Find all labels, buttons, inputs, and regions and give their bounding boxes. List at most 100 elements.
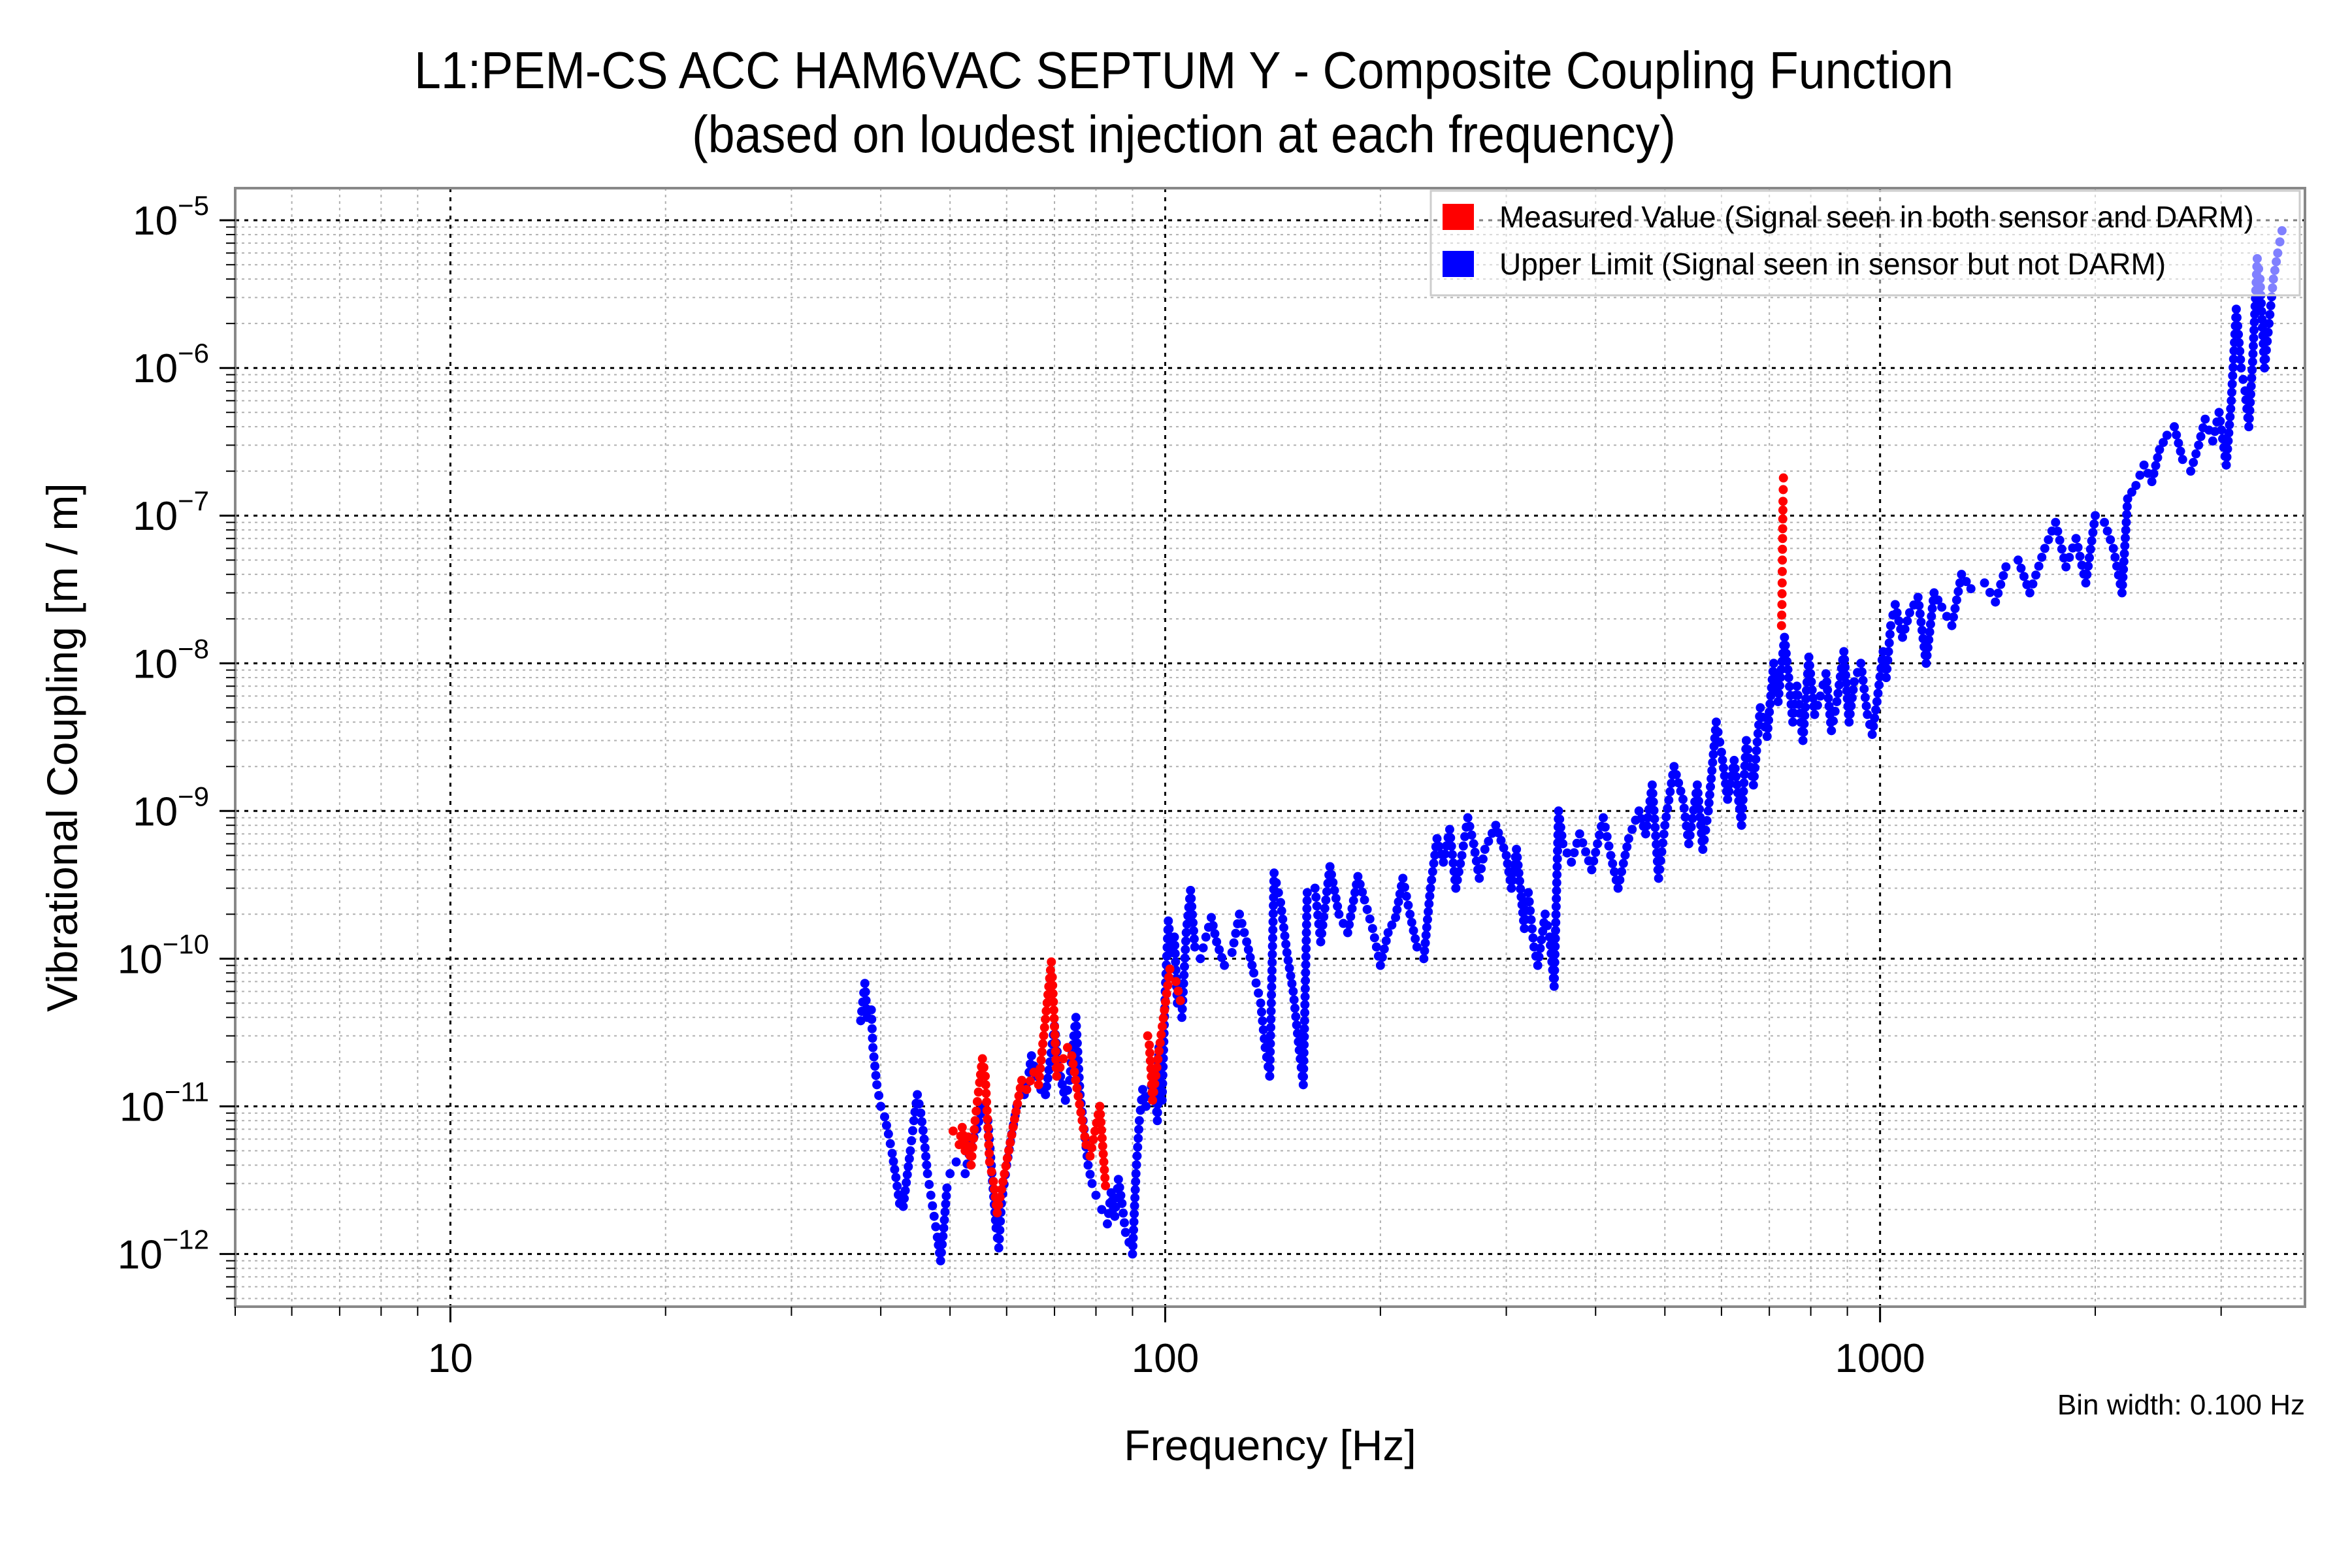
upper-limit-point-fill bbox=[1835, 680, 1844, 690]
upper-limit-point-fill bbox=[1320, 904, 1330, 913]
upper-limit-point-fill bbox=[2262, 336, 2272, 346]
upper-limit-point-fill bbox=[2236, 355, 2246, 365]
upper-limit-point bbox=[1071, 1013, 1081, 1022]
upper-limit-point-fill bbox=[1823, 693, 1833, 703]
upper-limit-point-fill bbox=[1655, 864, 1665, 874]
upper-limit-point-fill bbox=[1860, 693, 1870, 702]
upper-limit-point-fill bbox=[1776, 673, 1786, 683]
measured-point-fill bbox=[983, 1132, 993, 1141]
upper-limit-point-fill bbox=[1870, 713, 1880, 723]
upper-limit-point-fill bbox=[1730, 764, 1740, 774]
upper-limit-point-fill bbox=[1873, 689, 1883, 698]
legend-swatch-measured bbox=[1443, 204, 1474, 230]
upper-limit-point-fill bbox=[1550, 941, 1560, 951]
upper-limit-point-fill bbox=[2121, 533, 2131, 543]
measured-point bbox=[1777, 600, 1787, 610]
upper-limit-point-fill bbox=[1071, 1021, 1081, 1031]
measured-point-fill bbox=[1145, 1048, 1154, 1058]
measured-point-fill bbox=[994, 1200, 1004, 1210]
upper-limit-point bbox=[1769, 659, 1778, 668]
upper-limit-point-fill bbox=[994, 1234, 1004, 1244]
y-tick-label: 10−7 bbox=[133, 485, 209, 539]
measured-point-fill bbox=[1075, 1100, 1085, 1109]
upper-limit-point-fill bbox=[2217, 425, 2227, 435]
upper-limit-point bbox=[1087, 1179, 1097, 1188]
upper-limit-point-fill bbox=[2174, 438, 2183, 448]
upper-limit-point-fill bbox=[2172, 430, 2181, 440]
measured-point bbox=[1058, 1054, 1068, 1064]
upper-limit-point-fill bbox=[936, 1248, 946, 1258]
upper-limit-point-fill bbox=[1552, 854, 1562, 864]
upper-limit-point-fill bbox=[1440, 849, 1450, 859]
measured-point bbox=[1034, 1080, 1043, 1090]
upper-limit-point-fill bbox=[1460, 832, 1470, 841]
upper-limit-point bbox=[1242, 937, 1252, 947]
upper-limit-point-fill bbox=[2223, 444, 2232, 454]
upper-limit-point-fill bbox=[2246, 382, 2256, 391]
upper-limit-point-fill bbox=[1724, 787, 1734, 796]
upper-limit-point-fill bbox=[1610, 867, 1620, 877]
upper-limit-point-fill bbox=[1667, 778, 1676, 788]
measured-point-fill bbox=[968, 1134, 978, 1143]
measured-point bbox=[988, 1177, 998, 1186]
upper-limit-point-fill bbox=[902, 1169, 912, 1179]
upper-limit-point-fill bbox=[996, 1217, 1005, 1226]
upper-limit-point bbox=[2108, 544, 2118, 553]
upper-limit-point bbox=[1827, 726, 1837, 736]
upper-limit-point-fill bbox=[2225, 412, 2235, 421]
upper-limit-point-fill bbox=[1258, 1016, 1267, 1026]
upper-limit-point bbox=[1353, 872, 1363, 881]
upper-limit-point bbox=[1302, 888, 1312, 898]
upper-limit-point bbox=[1128, 1249, 1137, 1259]
upper-limit-point-fill bbox=[1830, 706, 1840, 716]
upper-limit-point bbox=[2071, 534, 2081, 544]
upper-limit-point bbox=[1762, 732, 1772, 742]
upper-limit-point-fill bbox=[2223, 436, 2233, 446]
upper-limit-point-fill bbox=[1701, 825, 1710, 835]
upper-limit-point-fill bbox=[1348, 896, 1358, 906]
upper-limit-point-fill bbox=[2135, 470, 2145, 480]
upper-limit-point-fill bbox=[904, 1154, 914, 1164]
upper-limit-point bbox=[860, 979, 870, 988]
upper-limit-point bbox=[1867, 730, 1877, 740]
upper-limit-point-fill bbox=[885, 1139, 895, 1149]
upper-limit-point bbox=[1282, 947, 1292, 957]
upper-limit-point-fill bbox=[1425, 891, 1435, 901]
upper-limit-point bbox=[1966, 584, 1976, 594]
upper-limit-point-fill bbox=[1312, 901, 1322, 911]
upper-limit-point-fill bbox=[1806, 668, 1816, 678]
upper-limit-point-fill bbox=[1665, 787, 1675, 796]
upper-limit-point-fill bbox=[2234, 338, 2244, 348]
upper-limit-point-fill bbox=[1861, 701, 1871, 711]
upper-limit-point bbox=[1102, 1219, 1112, 1229]
measured-point bbox=[992, 1208, 1002, 1218]
upper-limit-point bbox=[1856, 659, 1866, 668]
upper-limit-point bbox=[1439, 857, 1448, 867]
upper-limit-point-fill bbox=[1732, 780, 1742, 790]
upper-limit-point-fill bbox=[1299, 1064, 1309, 1073]
upper-limit-point-fill bbox=[1268, 925, 1278, 935]
upper-limit-point-fill bbox=[1663, 804, 1673, 813]
upper-limit-point bbox=[1533, 960, 1543, 970]
upper-limit-point-fill bbox=[928, 1201, 938, 1211]
measured-point-fill bbox=[982, 1097, 992, 1107]
upper-limit-point bbox=[2025, 588, 2034, 598]
upper-limit-point-fill bbox=[1496, 836, 1506, 845]
upper-limit-point bbox=[1457, 851, 1467, 860]
measured-point-fill bbox=[1778, 524, 1788, 534]
upper-limit-point-fill bbox=[907, 1126, 917, 1135]
upper-limit-point-fill bbox=[2044, 535, 2053, 545]
upper-limit-point-fill bbox=[868, 1033, 877, 1043]
upper-limit-point-fill bbox=[1512, 853, 1522, 862]
measured-point bbox=[966, 1160, 976, 1170]
upper-limit-point-fill bbox=[1266, 1039, 1275, 1049]
upper-limit-point-fill bbox=[1822, 677, 1832, 687]
upper-limit-point-fill bbox=[1550, 958, 1560, 968]
upper-limit-point-fill bbox=[1407, 917, 1416, 927]
upper-limit-point-fill bbox=[1434, 841, 1444, 851]
upper-limit-point bbox=[1249, 968, 1259, 978]
measured-point-fill bbox=[998, 1177, 1008, 1186]
upper-limit-point-fill bbox=[900, 1194, 909, 1203]
legend-label-measured: Measured Value (Signal seen in both sens… bbox=[1499, 200, 2254, 234]
upper-limit-point-fill bbox=[1552, 886, 1561, 896]
